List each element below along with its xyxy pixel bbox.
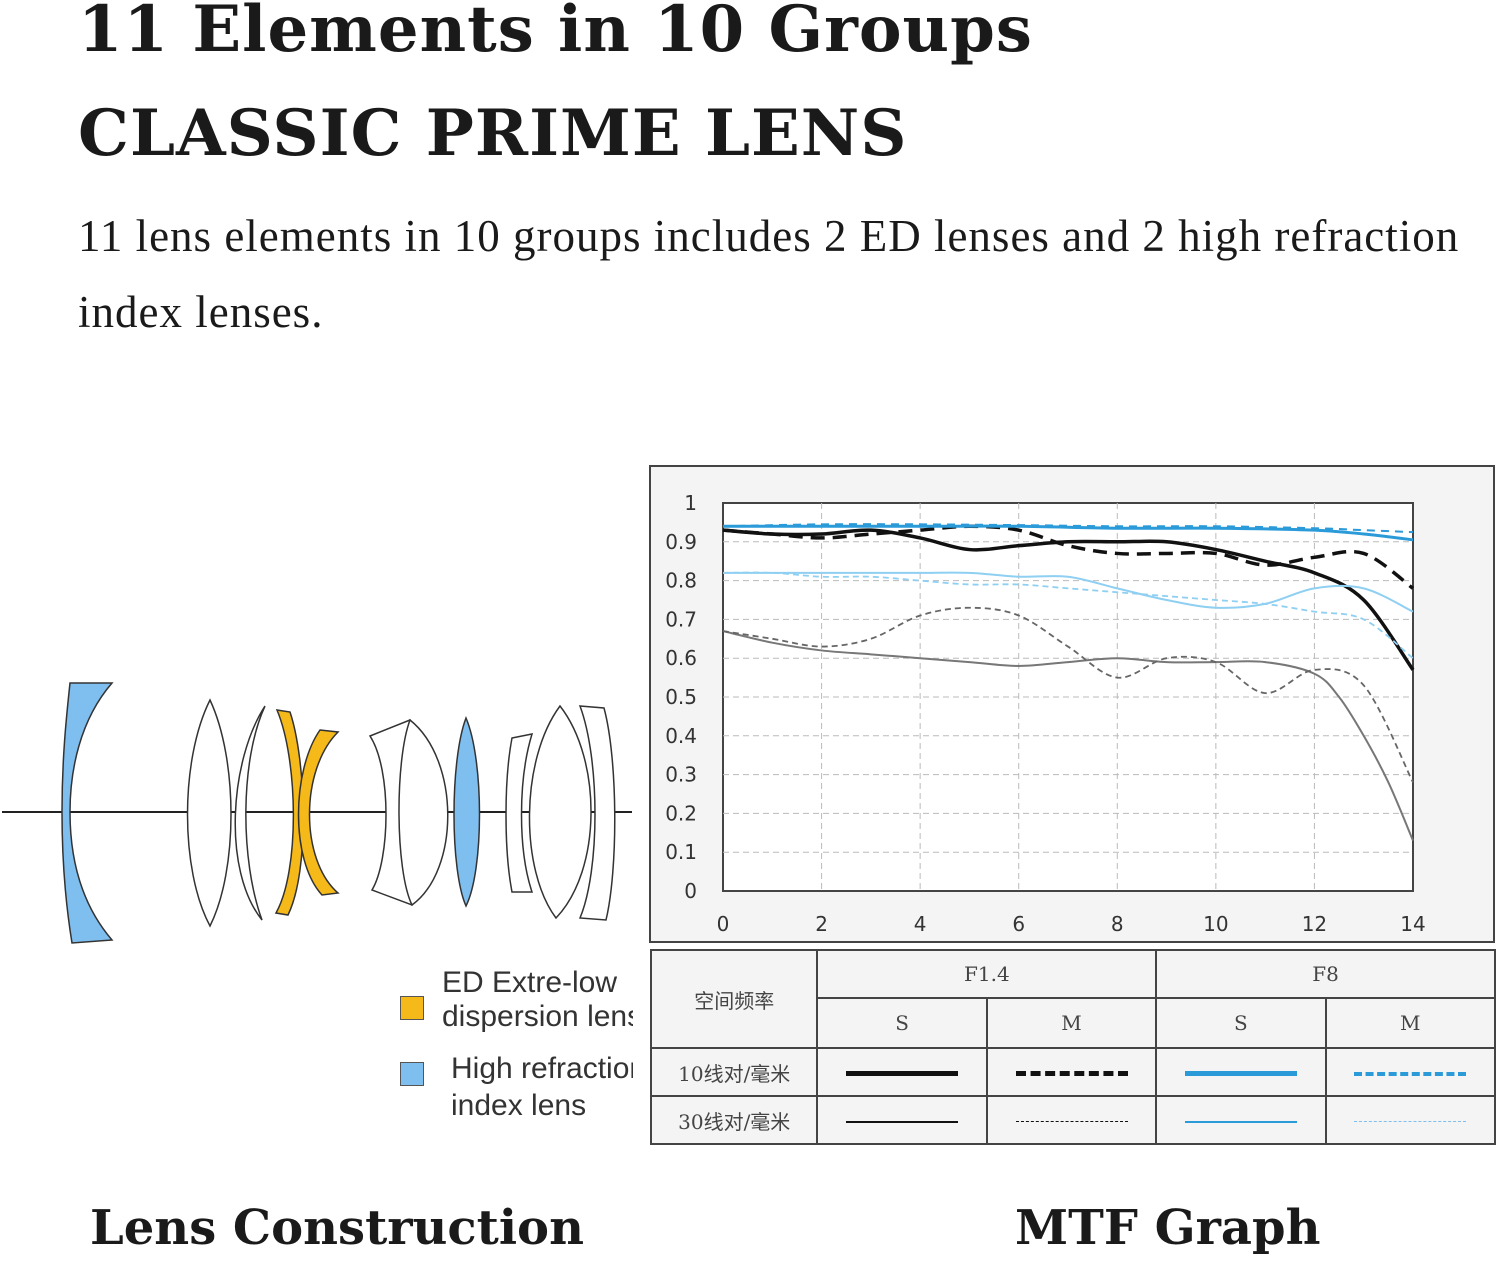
x-tick-label: 12	[1302, 912, 1327, 936]
series-line-7	[722, 571, 1414, 613]
key-sample-f8-30-m	[1324, 1095, 1497, 1145]
y-tick-label: 0.9	[665, 530, 697, 554]
key-row-30: 30线对/毫米	[649, 1095, 819, 1145]
key-sub-s: S	[1155, 997, 1327, 1049]
legend-ed-line1: ED Extre-low	[442, 966, 618, 999]
key-group-f8: F8	[1155, 949, 1496, 999]
key-sub-m: M	[1324, 997, 1497, 1049]
lens-element-8	[453, 715, 481, 908]
lens-element-11	[578, 705, 616, 921]
y-tick-label: 0.8	[665, 569, 697, 593]
y-tick-label: 1	[684, 491, 697, 515]
lens-legend: ED Extre-low dispersion lens High refrac…	[398, 965, 633, 1125]
series-line-8	[722, 571, 1414, 659]
x-tick-label: 0	[717, 912, 730, 936]
y-tick-label: 0.1	[665, 840, 697, 864]
lens-element-2	[186, 698, 232, 928]
description: 11 lens elements in 10 groups includes 2…	[78, 211, 1460, 337]
x-tick-label: 2	[815, 912, 828, 936]
y-tick-label: 0.5	[665, 685, 697, 709]
key-sample-f8-10-s	[1155, 1047, 1327, 1097]
key-sample-f14-30-s	[816, 1095, 988, 1145]
y-tick-label: 0.2	[665, 801, 697, 825]
key-row-10: 10线对/毫米	[649, 1047, 819, 1097]
high-refraction-swatch	[400, 1062, 424, 1086]
legend-hr-line2: index lens	[451, 1089, 587, 1122]
lens-construction-diagram	[2, 682, 632, 944]
x-tick-label: 14	[1400, 912, 1425, 936]
lens-element-9	[505, 733, 534, 893]
lens-element-3	[234, 705, 266, 921]
mtf-key-table: 空间频率 F1.4 F8 S M S M 10线对/毫米 30线对/毫米	[649, 949, 1497, 1145]
key-sample-f8-30-s	[1155, 1095, 1327, 1145]
lens-element-4	[274, 709, 304, 916]
series-line-3	[722, 524, 1414, 542]
series-line-1	[722, 528, 1415, 671]
lens-element-10	[528, 704, 592, 920]
legend-ed-line2: dispersion lens	[442, 1000, 633, 1033]
x-tick-label: 10	[1203, 912, 1228, 936]
key-sample-f8-10-m	[1324, 1047, 1497, 1097]
series-line-2	[722, 524, 1415, 590]
key-sample-f14-10-m	[985, 1047, 1158, 1097]
page-subtitle: CLASSIC PRIME LENS	[78, 96, 908, 171]
key-sub-s: S	[816, 997, 988, 1049]
lens-element-7	[398, 718, 449, 907]
page-title: 11 Elements in 10 Groups	[78, 0, 1033, 67]
key-sub-m: M	[985, 997, 1158, 1049]
legend-hr-line1: High refraction	[451, 1052, 633, 1085]
ed-lens-swatch	[400, 996, 424, 1020]
mtf-chart: 0 2 4 6 8 10 12 14 0 0.1 0.2 0.3 0.4 0.5 0.6 0.7 0.8 0.9 1	[665, 491, 1426, 936]
mtf-graph-caption: MTF Graph	[1015, 1200, 1321, 1256]
lens-element-5	[297, 729, 340, 896]
y-tick-label: 0.3	[665, 763, 697, 787]
mtf-chart-frame: 0 2 4 6 8 10 12 14 0 0.1 0.2 0.3 0.4 0.5 0.6 0.7 0.8 0.9 1	[649, 465, 1495, 943]
lens-construction-caption: Lens Construction	[90, 1200, 584, 1256]
key-group-f14: F1.4	[816, 949, 1158, 999]
x-tick-label: 6	[1012, 912, 1025, 936]
y-tick-label: 0	[684, 879, 697, 903]
key-sample-f14-30-m	[985, 1095, 1158, 1145]
y-tick-label: 0.4	[665, 724, 697, 748]
key-sample-f14-10-s	[816, 1047, 988, 1097]
key-corner: 空间频率	[649, 949, 819, 1049]
x-tick-label: 4	[914, 912, 927, 936]
series-line-5	[722, 630, 1414, 841]
x-tick-label: 8	[1111, 912, 1124, 936]
series-line-4	[722, 523, 1414, 534]
y-tick-label: 0.6	[665, 646, 697, 670]
y-tick-label: 0.7	[665, 607, 697, 631]
lens-element-1	[61, 682, 114, 944]
